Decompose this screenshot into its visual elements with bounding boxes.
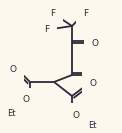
Text: Et: Et: [7, 109, 15, 119]
Text: O: O: [22, 95, 30, 105]
Text: F: F: [50, 9, 56, 18]
Text: F: F: [44, 26, 50, 34]
Text: O: O: [92, 70, 98, 80]
Text: O: O: [92, 38, 98, 47]
Text: Et: Et: [88, 122, 96, 130]
Text: O: O: [10, 65, 16, 74]
Text: F: F: [83, 9, 89, 18]
Text: O: O: [90, 78, 97, 88]
Text: O: O: [72, 111, 80, 119]
